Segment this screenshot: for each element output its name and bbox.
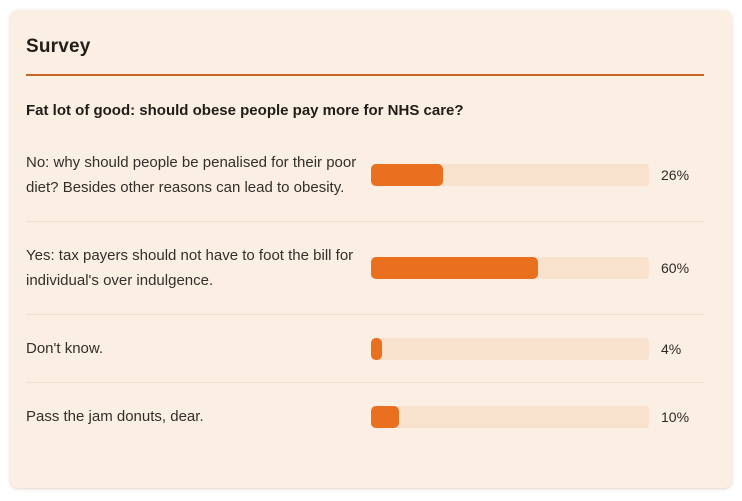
survey-option-row: Pass the jam donuts, dear. 10% — [26, 382, 704, 450]
result-bar-fill — [371, 164, 444, 186]
result-bar-track — [371, 337, 649, 360]
survey-question: Fat lot of good: should obese people pay… — [26, 102, 464, 119]
survey-card: Survey Fat lot of good: should obese peo… — [10, 10, 732, 488]
card-title: Survey — [26, 36, 91, 57]
result-bar-track — [371, 405, 649, 428]
percent-label: 10% — [661, 408, 690, 425]
result-bar-track — [371, 164, 649, 186]
survey-option-row: Yes: tax payers should not have to foot … — [26, 221, 704, 314]
percent-label: 4% — [661, 340, 682, 357]
result-bar-fill — [371, 405, 399, 428]
percent-label: 26% — [661, 167, 690, 183]
result-bar-fill — [371, 337, 383, 360]
survey-option-row: Don't know. 4% — [26, 314, 704, 382]
title-divider — [26, 74, 704, 76]
results-list: No: why should people be penalised for t… — [26, 129, 704, 450]
option-label: Yes: tax payers should not have to foot … — [26, 247, 354, 289]
survey-option-row: No: why should people be penalised for t… — [26, 129, 704, 221]
result-bar-fill — [371, 257, 538, 279]
option-label: Pass the jam donuts, dear. — [26, 408, 204, 425]
option-label: Don't know. — [26, 340, 104, 357]
option-label: No: why should people be penalised for t… — [26, 154, 357, 196]
percent-label: 60% — [661, 260, 690, 276]
result-bar-track — [371, 257, 649, 279]
